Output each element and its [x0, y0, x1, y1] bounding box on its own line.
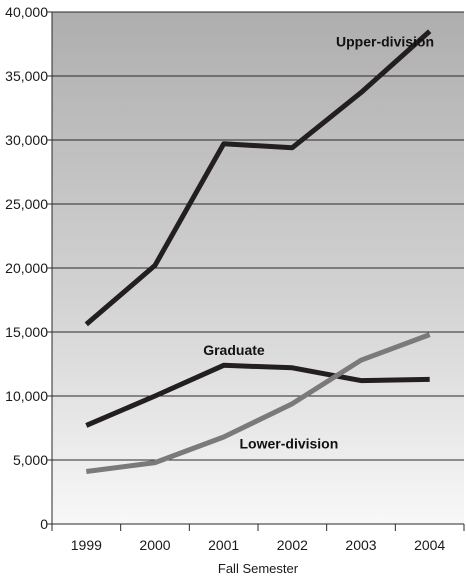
y-tick-label: 5,000: [13, 452, 48, 468]
x-axis-ticks: 1999 2000 2001 2002 2003 2004: [51, 524, 465, 553]
x-axis-title: Fall Semester: [218, 561, 299, 576]
gridlines: [52, 11, 464, 461]
y-tick-label: 30,000: [5, 132, 48, 148]
y-axis-ticks: 0 5,000 10,000 15,000 20,000 25,000 30,000 35,0…: [5, 4, 52, 532]
series-line-upper-division: [84, 29, 432, 327]
series-label-graduate: Graduate: [203, 342, 265, 358]
x-tick-label: 2003: [345, 537, 376, 553]
series-lines: [84, 29, 432, 474]
x-tick-label: 1999: [71, 537, 102, 553]
series-label-lower-division: Lower-division: [240, 435, 339, 451]
y-tick-label: 35,000: [5, 68, 48, 84]
y-tick-label: 15,000: [5, 324, 48, 340]
x-tick-label: 2001: [208, 537, 239, 553]
x-tick-label: 2004: [414, 537, 445, 553]
series-label-upper-division: Upper-division: [336, 34, 434, 50]
x-tick-label: 2000: [139, 537, 170, 553]
series-labels: Upper-division Graduate Lower-division: [203, 34, 434, 452]
y-tick-label: 25,000: [5, 196, 48, 212]
x-tick-label: 2002: [277, 537, 308, 553]
series-line-graduate: [85, 362, 430, 428]
y-tick-label: 0: [40, 516, 48, 532]
y-tick-label: 10,000: [5, 388, 48, 404]
y-tick-label: 40,000: [5, 4, 48, 20]
y-tick-label: 20,000: [5, 260, 48, 276]
series-line-lower-division: [85, 332, 431, 474]
